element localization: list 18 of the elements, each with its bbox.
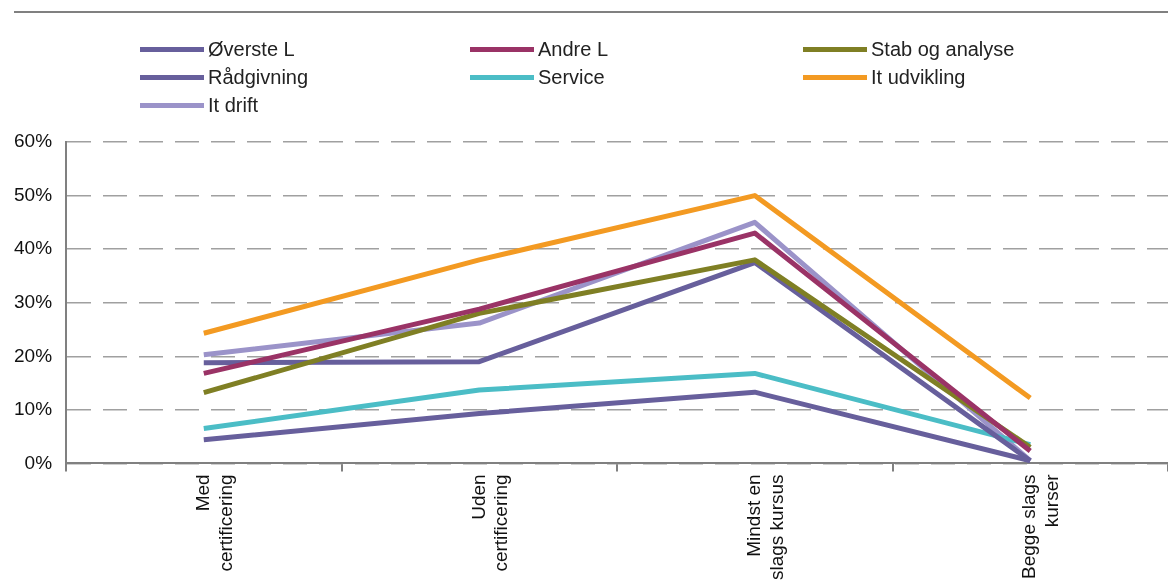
x-tick-label: Mindst en slags kursus <box>742 474 787 581</box>
x-tick-label: Begge slags kurser <box>1018 473 1063 579</box>
legend-label: Andre L <box>538 37 609 61</box>
legend-label: Rådgivning <box>208 65 309 89</box>
legend-label: Stab og analyse <box>871 37 1015 61</box>
legend-label: Øverste L <box>208 37 295 61</box>
x-tick-label: Med certificering <box>192 474 236 572</box>
legend-label: It drift <box>208 93 259 117</box>
y-tick-label: 10% <box>14 398 53 420</box>
y-tick-label: 30% <box>14 290 53 312</box>
legend-label: Service <box>538 65 605 89</box>
y-tick-label: 50% <box>14 183 53 205</box>
legend-label: It udvikling <box>871 65 966 89</box>
y-tick-label: 60% <box>14 130 53 152</box>
x-tick-label: Uden certificering <box>467 474 512 572</box>
y-tick-label: 40% <box>14 237 53 259</box>
y-tick-label: 0% <box>24 451 53 473</box>
y-tick-label: 20% <box>14 344 53 366</box>
